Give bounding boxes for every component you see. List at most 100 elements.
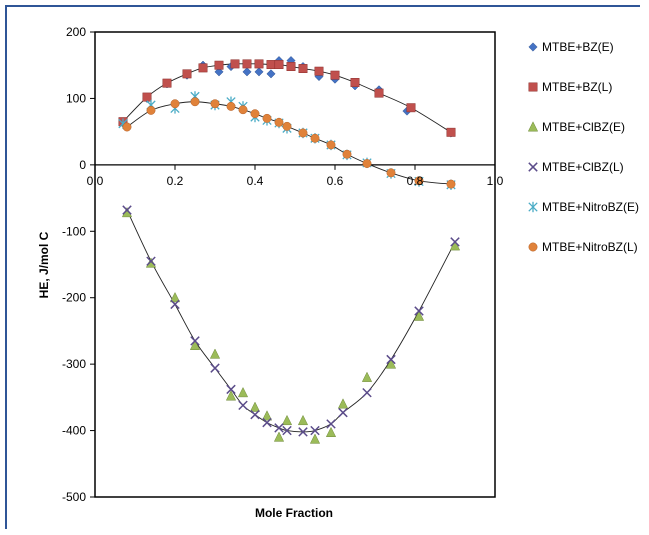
data-point [261,410,273,421]
data-point [262,113,272,123]
data-point [326,140,336,150]
fit-curves [122,63,456,433]
data-point [121,206,133,218]
legend-label: MTBE+ClBZ(E) [542,120,625,134]
data-point [337,398,349,409]
x-axis-label: Mole Fraction [255,506,333,520]
data-point [146,256,156,266]
y-tick-label: 0 [79,158,86,172]
series-5 [122,97,456,189]
data-point [406,103,416,113]
y-tick-label: 100 [66,91,86,105]
data-point [266,60,276,69]
data-point [242,59,252,69]
data-point [162,78,172,88]
x-axis-ticks: 0.0 0.2 0.4 0.6 0.8 1.0 [87,164,504,188]
data-point [310,425,320,436]
data-point [122,205,132,215]
data-point [309,433,321,444]
y-tick-label: 200 [66,25,86,39]
data-point [250,109,260,119]
data-point [254,67,264,77]
legend-label: MTBE+BZ(E) [542,40,614,54]
series-3 [122,205,460,437]
data-point [274,117,284,127]
x-tick-label: 0.0 [87,174,104,188]
data-point [238,400,248,411]
data-point [237,386,249,398]
data-point [414,176,424,186]
data-point [350,78,360,87]
data-point [190,336,200,346]
data-point [226,384,236,395]
data-point [274,423,284,433]
data-point [266,69,276,79]
data-point [262,417,272,428]
data-point [314,66,324,76]
data-point [274,60,284,69]
legend: MTBE+BZ(E) MTBE+BZ(L) MTBE+ClBZ(E) MTBE+ClB… [527,40,639,254]
data-point [342,149,352,159]
data-point [374,88,384,98]
data-point [298,128,308,138]
data-point [249,401,261,412]
data-point [209,348,221,359]
legend-item: MTBE+NitroBZ(E) [528,200,639,214]
data-point [189,339,201,350]
data-point [282,425,292,436]
fit-curve [126,209,456,433]
legend-marker [528,162,538,172]
data-point [330,70,340,80]
x-tick-label: 1.0 [487,174,504,188]
data-point [182,69,192,79]
data-point [254,59,264,69]
y-tick-label: -400 [62,424,86,438]
legend-marker [527,121,539,132]
data-point [169,291,181,303]
legend-label: MTBE+NitroBZ(E) [542,200,639,214]
y-tick-label: -100 [62,224,86,238]
data-point [273,431,285,442]
data-point [282,121,292,131]
legend-label: MTBE+BZ(L) [542,80,612,94]
plot-area [94,31,496,498]
data-point [361,371,373,382]
data-point [362,387,372,398]
legend-marker [528,82,538,92]
data-point [170,99,180,109]
data-point [449,240,461,251]
data-point [362,159,372,168]
data-point [242,67,252,77]
legend-marker [528,42,538,52]
y-tick-label: -200 [62,291,86,305]
legend-item: MTBE+BZ(E) [528,40,614,54]
data-point [386,354,396,365]
data-point [446,179,456,189]
data-point [297,414,309,426]
data-point [326,419,336,429]
y-tick-label: -500 [62,490,86,504]
legend-item: MTBE+NitroBZ(L) [528,240,638,254]
data-point [286,62,296,71]
data-point [198,63,208,73]
legend-marker [528,242,538,252]
data-point [210,363,220,373]
fit-curve [126,101,452,185]
data-point [214,67,224,77]
data-point [310,133,320,143]
y-axis-label: HE, J/mol C [37,231,51,298]
chart-frame [5,5,640,529]
legend-item: MTBE+ClBZ(L) [528,160,624,174]
data-point [210,99,220,109]
data-point [298,427,308,437]
data-point [145,257,157,268]
x-tick-label: 0.2 [167,174,184,188]
data-point [122,122,132,132]
data-marks [118,56,461,444]
data-point [226,101,236,111]
legend-item: MTBE+ClBZ(E) [527,120,625,134]
data-point [225,390,237,401]
legend-item: MTBE+BZ(L) [528,80,612,94]
legend-marker [528,201,538,213]
